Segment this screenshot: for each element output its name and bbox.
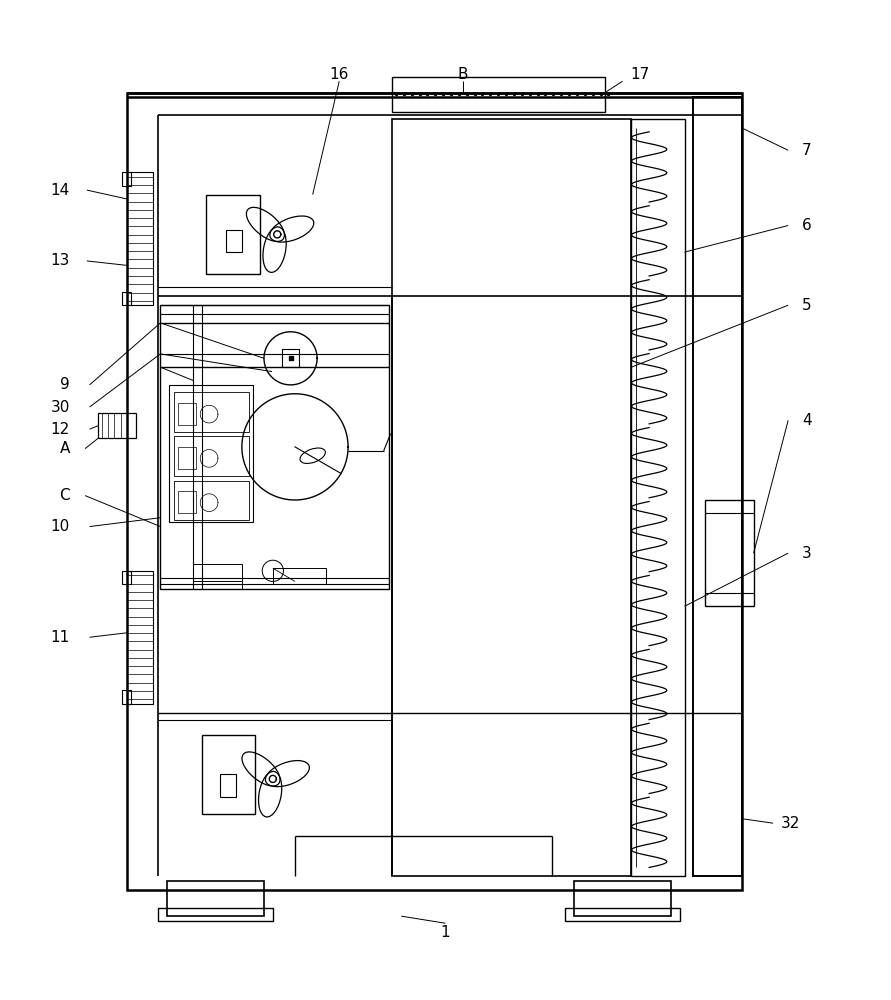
Bar [169, 385, 253, 522]
Text: 9: 9 [60, 377, 69, 392]
Text: 6: 6 [802, 218, 812, 233]
Bar [122, 571, 131, 584]
Text: 3: 3 [802, 546, 812, 561]
Bar [193, 564, 241, 581]
Bar [127, 172, 153, 305]
Text: B: B [458, 67, 469, 82]
Bar [273, 568, 326, 584]
Text: 10: 10 [51, 519, 70, 534]
Bar [122, 172, 131, 186]
Text: 17: 17 [631, 67, 650, 82]
Bar [174, 436, 249, 476]
Text: 13: 13 [51, 253, 70, 268]
Bar [178, 491, 196, 513]
Bar [167, 881, 264, 916]
Bar [565, 908, 680, 921]
Bar [392, 77, 605, 112]
Bar [160, 305, 388, 589]
Text: 4: 4 [802, 413, 812, 428]
Text: 14: 14 [51, 183, 70, 198]
Text: 1: 1 [441, 925, 450, 940]
Bar [202, 735, 255, 814]
Bar [174, 481, 249, 520]
Bar [705, 500, 754, 606]
Bar [127, 93, 742, 890]
Bar [392, 119, 632, 876]
Text: 12: 12 [51, 422, 70, 437]
Bar [220, 774, 235, 797]
Text: 5: 5 [802, 298, 812, 313]
Text: A: A [60, 441, 70, 456]
Bar [174, 392, 249, 432]
Bar [127, 571, 153, 704]
Bar [632, 119, 684, 876]
Text: 11: 11 [51, 630, 70, 645]
Bar [122, 292, 131, 305]
Bar [574, 881, 671, 916]
Bar [178, 447, 196, 469]
Bar [282, 349, 299, 367]
Text: C: C [60, 488, 70, 503]
Text: 32: 32 [781, 816, 800, 831]
Bar [178, 403, 196, 425]
Bar [207, 195, 259, 274]
Bar [122, 690, 131, 704]
Bar [693, 97, 742, 876]
Bar [98, 413, 135, 438]
Text: 16: 16 [330, 67, 349, 82]
Bar [226, 230, 241, 252]
Text: 30: 30 [51, 400, 70, 415]
Text: 7: 7 [802, 143, 812, 158]
Bar [158, 908, 273, 921]
